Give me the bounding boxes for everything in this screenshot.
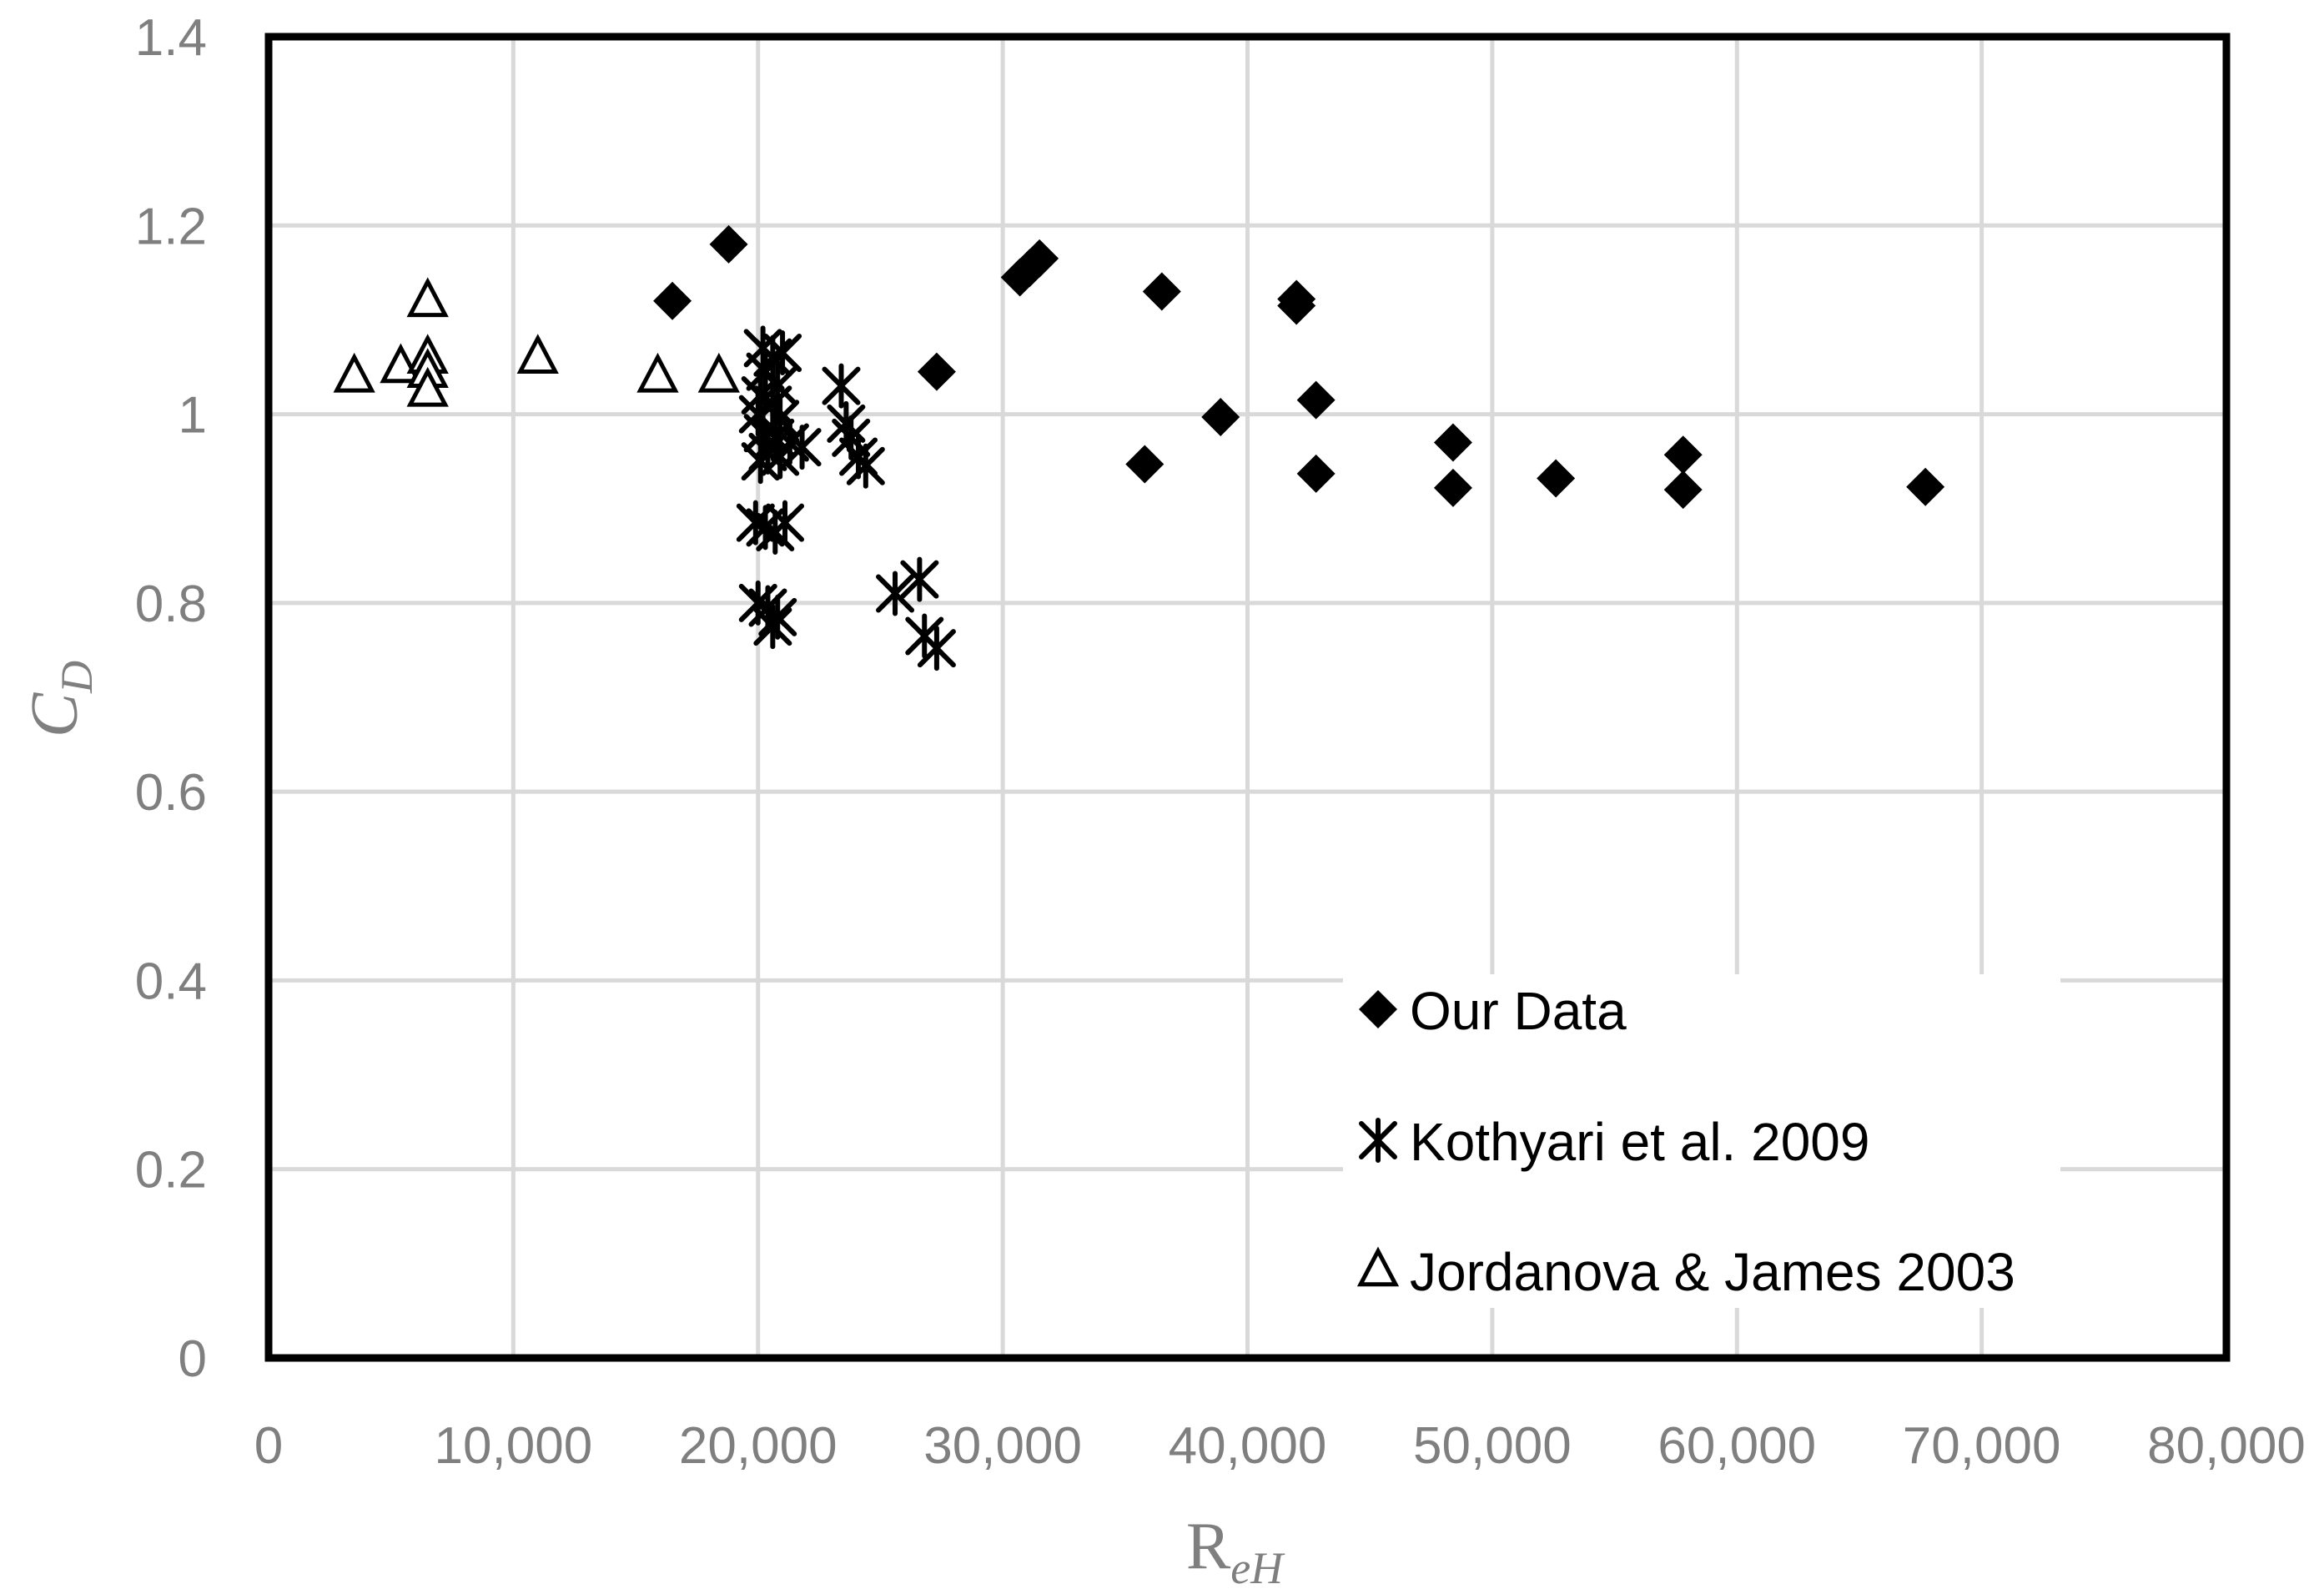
data-point (753, 604, 792, 650)
data-point (917, 352, 956, 391)
data-point (1663, 435, 1703, 475)
data-point (1142, 272, 1181, 311)
data-series (333, 224, 1945, 671)
data-point (766, 500, 805, 546)
data-point (917, 626, 956, 671)
data-point (1201, 397, 1240, 436)
y-axis-title-main: C (18, 691, 92, 737)
x-axis-title: ReH (1186, 1510, 1285, 1589)
y-tick-label: 1 (179, 387, 207, 445)
data-point (1296, 380, 1336, 420)
data-point (1277, 286, 1316, 325)
x-tick-label: 50,000 (1413, 1417, 1572, 1475)
data-point (697, 352, 740, 393)
legend-entry: Jordanova & James 2003 (1356, 1242, 2015, 1302)
data-point (1296, 454, 1336, 493)
legend-marker (1356, 1246, 1400, 1287)
data-point (709, 224, 748, 264)
data-point (636, 352, 679, 393)
series-2 (736, 325, 956, 671)
legend-marker (1359, 1118, 1397, 1163)
x-tick-label: 70,000 (1903, 1417, 2061, 1475)
x-tick-label: 80,000 (2147, 1417, 2306, 1475)
legend-label: Kothyari et al. 2009 (1410, 1112, 1869, 1172)
legend: Our Data Kothyari et al. 2009 Jordanova & … (1343, 974, 2060, 1308)
data-point (406, 277, 449, 318)
tick-labels: 0 0.2 0.4 0.6 0.8 1 1.2 1.4 0 10,000 20,000 30,000 4… (135, 9, 2306, 1475)
data-point (1433, 468, 1472, 507)
data-point (900, 556, 939, 602)
x-axis-title-sub: eH (1230, 1543, 1285, 1589)
y-tick-label: 1.4 (135, 9, 207, 67)
x-tick-label: 10,000 (435, 1417, 593, 1475)
legend-label: Jordanova & James 2003 (1410, 1242, 2015, 1302)
data-point (876, 571, 915, 616)
plot-area-border (264, 33, 2231, 1362)
data-point (822, 363, 861, 409)
legend-background (1343, 974, 2060, 1308)
legend-entry: Our Data (1359, 981, 1627, 1041)
x-tick-label: 0 (254, 1417, 283, 1475)
legend-marker (1359, 990, 1397, 1028)
data-point (406, 366, 449, 407)
x-tick-label: 20,000 (679, 1417, 838, 1475)
series-3 (333, 277, 740, 407)
x-axis-title-main: R (1186, 1510, 1231, 1583)
data-point (1537, 459, 1576, 498)
y-tick-label: 0.6 (135, 764, 207, 822)
y-axis-title-sub: D (52, 661, 102, 694)
data-point (1125, 445, 1165, 484)
y-tick-label: 0.2 (135, 1142, 207, 1199)
data-point (1020, 239, 1059, 278)
data-point (782, 425, 822, 470)
y-tick-label: 1.2 (135, 198, 207, 255)
x-tick-label: 30,000 (923, 1417, 1082, 1475)
y-tick-label: 0 (179, 1330, 207, 1388)
legend-entry: Kothyari et al. 2009 (1359, 1112, 1869, 1172)
data-point (846, 443, 885, 489)
data-point (741, 439, 780, 485)
data-point (516, 334, 559, 374)
x-tick-label: 40,000 (1169, 1417, 1327, 1475)
series-1 (653, 224, 1945, 510)
y-axis-title: CD (18, 661, 102, 737)
legend-label: Our Data (1410, 981, 1627, 1041)
data-point (333, 352, 375, 393)
data-point (1433, 423, 1472, 462)
data-point (653, 281, 692, 320)
x-tick-label: 60,000 (1657, 1417, 1816, 1475)
data-point (1663, 470, 1703, 510)
y-tick-label: 0.8 (135, 576, 207, 633)
data-point (1906, 467, 1945, 506)
y-tick-label: 0.4 (135, 953, 207, 1010)
